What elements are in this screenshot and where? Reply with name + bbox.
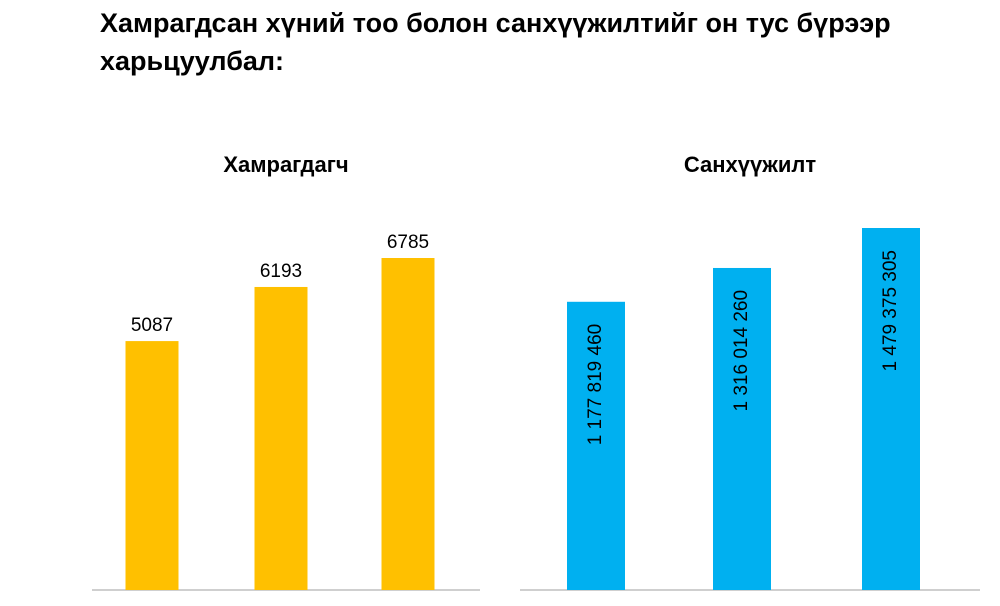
bar (381, 258, 435, 590)
chart-title: Санхүүжилт (684, 152, 816, 177)
data-label: 5087 (131, 315, 173, 336)
data-label: 1 479 375 305 (880, 250, 901, 372)
page-title: Хамрагдсан хүний тоо болон санхүүжилтийг… (100, 8, 891, 76)
bar (567, 301, 625, 590)
chart-title: Хамрагдагч (223, 152, 348, 177)
bar (713, 267, 771, 590)
bar (125, 341, 179, 590)
data-label: 6785 (387, 232, 429, 253)
data-label: 1 316 014 260 (731, 290, 752, 412)
data-label: 6193 (260, 261, 302, 282)
data-label: 1 177 819 460 (585, 324, 606, 446)
bar (862, 228, 920, 590)
bar (254, 286, 308, 590)
